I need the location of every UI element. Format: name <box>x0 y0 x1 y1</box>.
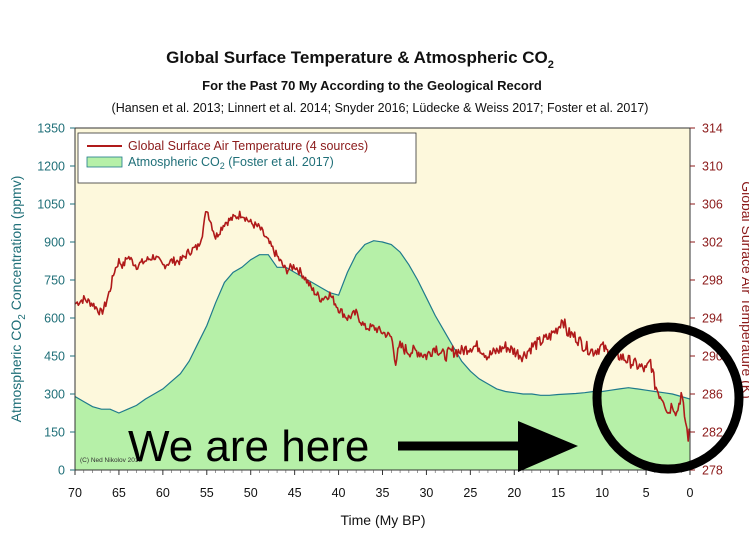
right-tick-label: 302 <box>702 236 723 250</box>
co2-series-line <box>74 240 691 414</box>
left-tick-label: 900 <box>44 236 65 250</box>
chart-title: Global Surface Temperature & Atmospheric… <box>166 48 554 71</box>
legend-co2-label-rest: (Foster et al. 2017) <box>225 155 334 169</box>
x-tick-label: 15 <box>551 486 565 500</box>
x-axis-title: Time (My BP) <box>340 512 425 528</box>
right-tick-label: 286 <box>702 388 723 402</box>
legend: Global Surface Air Temperature (4 source… <box>77 132 417 184</box>
left-tick-label: 1050 <box>37 198 65 212</box>
callout-arrowhead <box>518 421 578 472</box>
left-tick-label: 750 <box>44 274 65 288</box>
right-tick-label: 298 <box>702 274 723 288</box>
left-tick-label: 1200 <box>37 160 65 174</box>
left-axis-title-subscript: 2 <box>17 314 28 320</box>
x-tick-label: 20 <box>507 486 521 500</box>
left-tick-label: 1350 <box>37 122 65 136</box>
co2-series-area <box>75 240 690 470</box>
legend-co2-label: Atmospheric CO2 (Foster et al. 2017) <box>128 155 334 171</box>
legend-temperature-label: Global Surface Air Temperature (4 source… <box>128 139 368 153</box>
x-tick-label: 35 <box>376 486 390 500</box>
x-tick-label: 60 <box>156 486 170 500</box>
right-tick-label: 278 <box>702 464 723 478</box>
x-tick-label: 55 <box>200 486 214 500</box>
left-axis-title-rest: Concentration (ppmv) <box>8 176 24 315</box>
callout-text: We are here <box>128 422 369 471</box>
legend-co2-subscript: 2 <box>220 161 225 171</box>
left-axis-title: Atmospheric CO2 Concentration (ppmv) <box>8 176 28 423</box>
x-tick-label: 5 <box>643 486 650 500</box>
chart-subtitle: For the Past 70 My According to the Geol… <box>202 78 542 93</box>
right-tick-label: 310 <box>702 160 723 174</box>
right-tick-label: 314 <box>702 122 723 136</box>
callout-circle <box>592 322 744 474</box>
x-tick-label: 50 <box>244 486 258 500</box>
axis-ticks: 70 65 60 55 50 45 40 35 30 25 20 15 10 5 0015030045060… <box>37 122 723 501</box>
x-tick-label: 40 <box>332 486 346 500</box>
x-tick-label: 10 <box>595 486 609 500</box>
x-tick-label: 65 <box>112 486 126 500</box>
temperature-series-line <box>74 210 691 442</box>
left-tick-label: 450 <box>44 350 65 364</box>
x-tick-label: 30 <box>419 486 433 500</box>
right-tick-label: 306 <box>702 198 723 212</box>
chart-title-subscript: 2 <box>548 59 554 71</box>
credit-note: (C) Ned Nikolov 2018 <box>80 457 143 464</box>
x-tick-label: 25 <box>463 486 477 500</box>
left-tick-label: 300 <box>44 388 65 402</box>
x-tick-label: 0 <box>687 486 694 500</box>
right-tick-label: 282 <box>702 426 723 440</box>
left-tick-label: 600 <box>44 312 65 326</box>
legend-co2-swatch <box>86 156 123 168</box>
x-tick-label: 70 <box>68 486 82 500</box>
x-tick-label: 45 <box>288 486 302 500</box>
legend-box <box>77 132 417 184</box>
left-tick-label: 150 <box>44 426 65 440</box>
left-tick-label: 0 <box>58 464 65 478</box>
right-tick-label: 294 <box>702 312 723 326</box>
chart-references: (Hansen et al. 2013; Linnert et al. 2014… <box>112 101 649 115</box>
right-axis-title: Global Surface Air Temperature (K) <box>739 181 749 399</box>
